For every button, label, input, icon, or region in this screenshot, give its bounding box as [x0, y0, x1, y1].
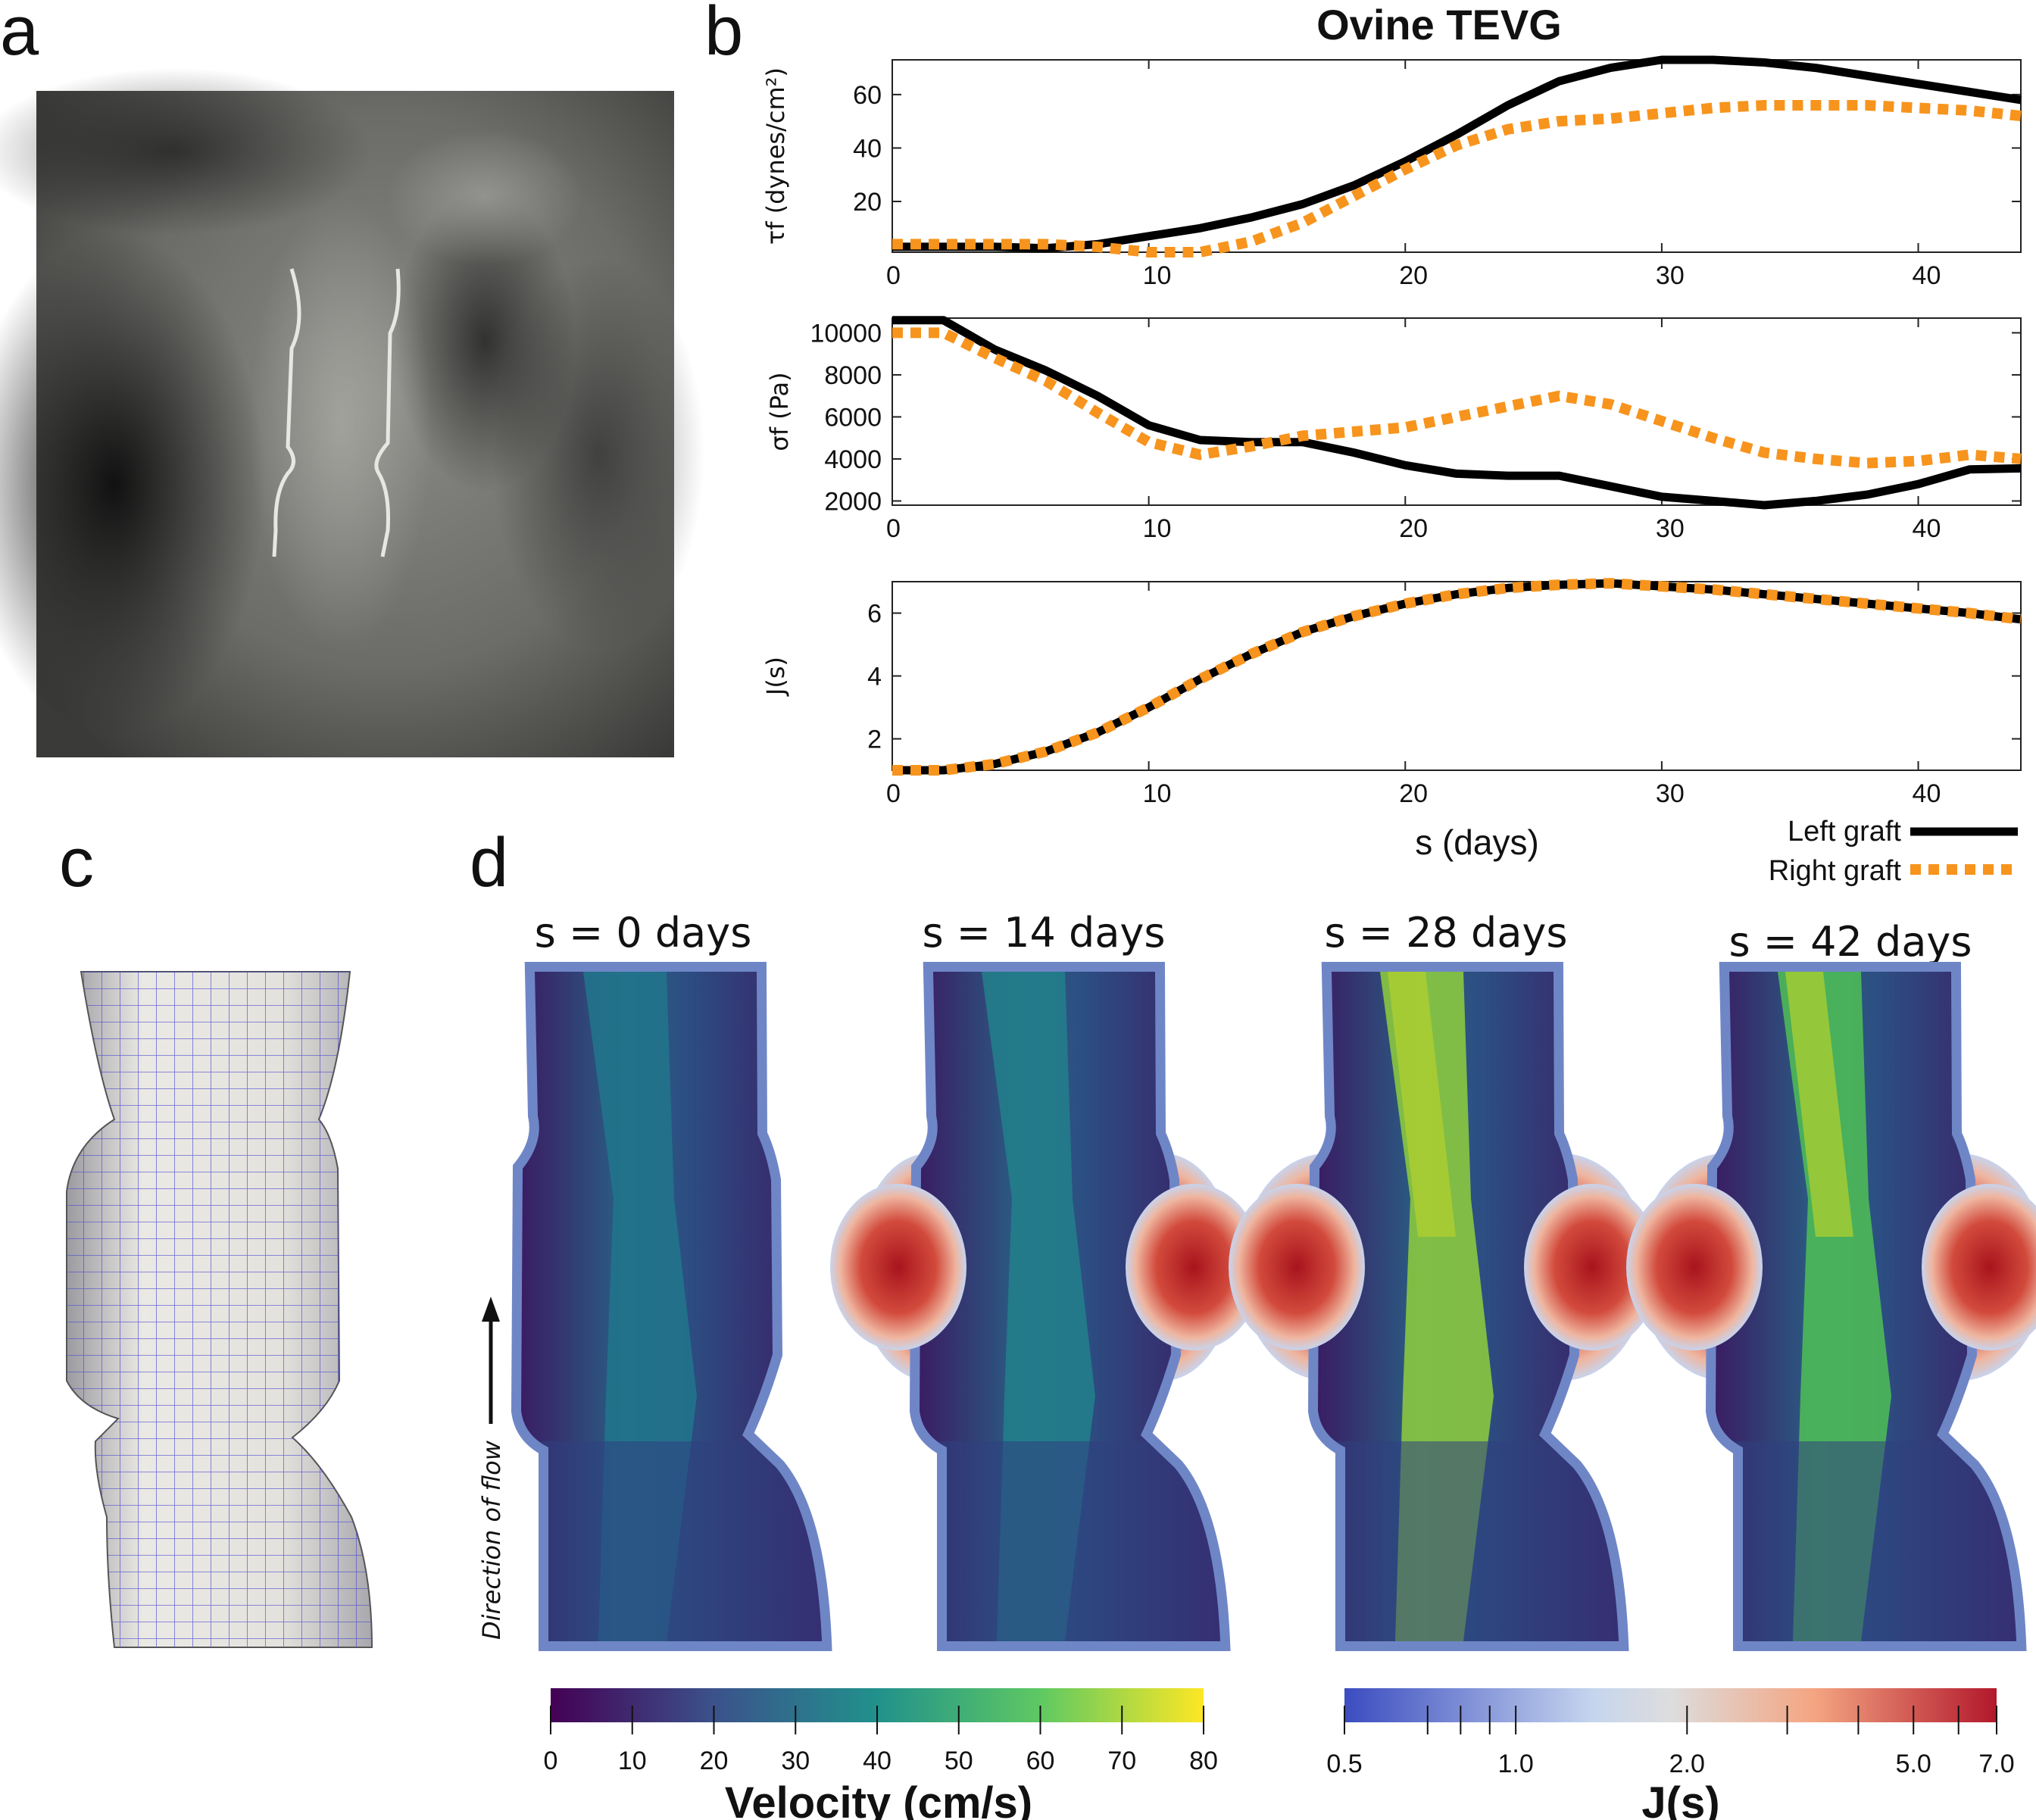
simulation-panels: [515, 972, 2036, 1641]
vessel-panel-2: [1229, 972, 1660, 1641]
chart-2: 0 10 20 30 40 2 4 6 J(s): [761, 578, 2022, 808]
j-colorbar: 0.5 1.0 2.0 5.0 7.0 J(s): [1326, 1688, 2015, 1820]
velocity-lower-region: [1716, 1441, 2016, 1641]
wall-bulge-inner-left: [830, 1184, 966, 1350]
y-tick-label: 4000: [824, 445, 882, 474]
x-tick-label: 10: [1143, 514, 1172, 543]
velocity-tick-label: 60: [1026, 1747, 1055, 1775]
velocity-tick-label: 40: [863, 1747, 892, 1775]
series-line-right-graft: [892, 100, 2022, 258]
velocity-tick-label: 50: [945, 1747, 973, 1775]
wall-bulge-inner-right: [1524, 1184, 1660, 1350]
y-tick-label: 8000: [824, 361, 882, 390]
sim-title-28: s = 28 days: [1324, 909, 1567, 957]
wall-bulge-inner-right: [1922, 1184, 2036, 1350]
plot-frame: [892, 59, 2022, 253]
y-axis-label: σf (Pa): [765, 372, 794, 451]
vessel-panel-3: [1626, 972, 2036, 1641]
sim-title-42: s = 42 days: [1728, 918, 1972, 966]
legend: Left graft Right graft: [1769, 816, 2018, 887]
sim-title-14: s = 14 days: [922, 909, 1165, 957]
series-line-left-graft: [892, 316, 2022, 510]
graft-outline-right: [374, 268, 401, 557]
velocity-tick-label: 20: [700, 1747, 729, 1775]
x-tick-label: 0: [886, 514, 901, 543]
x-axis-label: s (days): [1415, 823, 1539, 862]
wall-bulge-inner-left: [1626, 1184, 1763, 1350]
velocity-jet-core: [1785, 972, 1853, 1237]
velocity-lower-region: [920, 1441, 1220, 1641]
y-tick-label: 40: [853, 134, 882, 163]
y-tick-label: 2: [867, 726, 882, 754]
y-tick-label: 4: [867, 663, 882, 691]
wall-bulge-inner-left: [1229, 1184, 1365, 1350]
plot-frame: [892, 317, 2022, 506]
x-tick-label: 10: [1143, 779, 1172, 808]
panel-label-a: a: [0, 0, 39, 70]
j-tick-label: 5.0: [1896, 1750, 1931, 1778]
vessel-panel-1: [830, 972, 1262, 1641]
y-axis-label: τf (dynes/cm²): [761, 67, 790, 245]
flow-direction: Direction of flow: [477, 1297, 506, 1640]
mri-image: [0, 68, 704, 757]
legend-label-right-graft: Right graft: [1769, 855, 1902, 887]
x-tick-label: 0: [886, 261, 901, 290]
x-tick-label: 40: [1913, 514, 1941, 543]
chart-1: 0 10 20 30 40 2000 4000 6000 8000 10000 σf (Pa): [765, 316, 2022, 543]
panel-label-b: b: [704, 0, 743, 70]
chart-0: 0 10 20 30 40 20 40 60 τf (dynes/cm²): [761, 55, 2022, 290]
velocity-tick-label: 10: [618, 1747, 647, 1775]
j-tick-label: 7.0: [1978, 1750, 2014, 1778]
j-colorbar-label: J(s): [1641, 1778, 1719, 1820]
velocity-colorbar: 0 10 20 30 40 50 60 70 80 Velocity (cm/s): [544, 1688, 1218, 1820]
legend-label-left-graft: Left graft: [1788, 816, 1901, 848]
panel-label-d: d: [470, 824, 508, 901]
x-tick-label: 20: [1399, 261, 1428, 290]
sim-title-0: s = 0 days: [535, 909, 752, 957]
y-axis-label: J(s): [761, 657, 790, 697]
velocity-colorbar-label: Velocity (cm/s): [725, 1778, 1032, 1820]
y-tick-label: 6000: [824, 403, 882, 432]
series-line-right-graft: [892, 327, 2022, 469]
y-tick-label: 20: [853, 188, 882, 217]
x-tick-label: 40: [1913, 261, 1941, 290]
flow-arrowhead-icon: [482, 1297, 500, 1322]
series-line-left-graft: [892, 55, 2022, 253]
x-tick-label: 30: [1656, 261, 1685, 290]
graft-outline-left: [272, 268, 301, 557]
velocity-lower-region: [521, 1441, 822, 1641]
x-tick-label: 30: [1656, 779, 1685, 808]
velocity-tick-label: 0: [544, 1747, 558, 1775]
flow-label: Direction of flow: [477, 1440, 506, 1640]
velocity-tick-label: 70: [1107, 1747, 1136, 1775]
j-tick-label: 1.0: [1498, 1750, 1534, 1778]
x-tick-label: 20: [1399, 514, 1428, 543]
velocity-tick-label: 80: [1189, 1747, 1218, 1775]
wall-bulge-inner-right: [1126, 1184, 1262, 1350]
y-tick-label: 6: [867, 600, 882, 629]
velocity-jet-core: [1388, 972, 1456, 1237]
x-tick-label: 10: [1143, 261, 1172, 290]
j-tick-label: 2.0: [1669, 1750, 1705, 1778]
x-tick-label: 30: [1656, 514, 1685, 543]
x-tick-label: 0: [886, 779, 901, 808]
x-tick-label: 20: [1399, 779, 1428, 808]
j-tick-label: 0.5: [1326, 1750, 1362, 1778]
chart-title: Ovine TEVG: [1316, 1, 1562, 48]
panel-label-c: c: [59, 824, 94, 901]
mesh-model: [66, 971, 373, 1648]
vessel-panel-0: [515, 972, 826, 1641]
x-tick-label: 40: [1913, 779, 1941, 808]
y-tick-label: 60: [853, 81, 882, 110]
y-tick-label: 10000: [810, 319, 882, 348]
j-colorbar-gradient: [1344, 1688, 1997, 1722]
series-line-right-graft: [892, 578, 2022, 776]
y-tick-label: 2000: [824, 487, 882, 516]
velocity-tick-label: 30: [781, 1747, 810, 1775]
velocity-lower-region: [1318, 1441, 1619, 1641]
